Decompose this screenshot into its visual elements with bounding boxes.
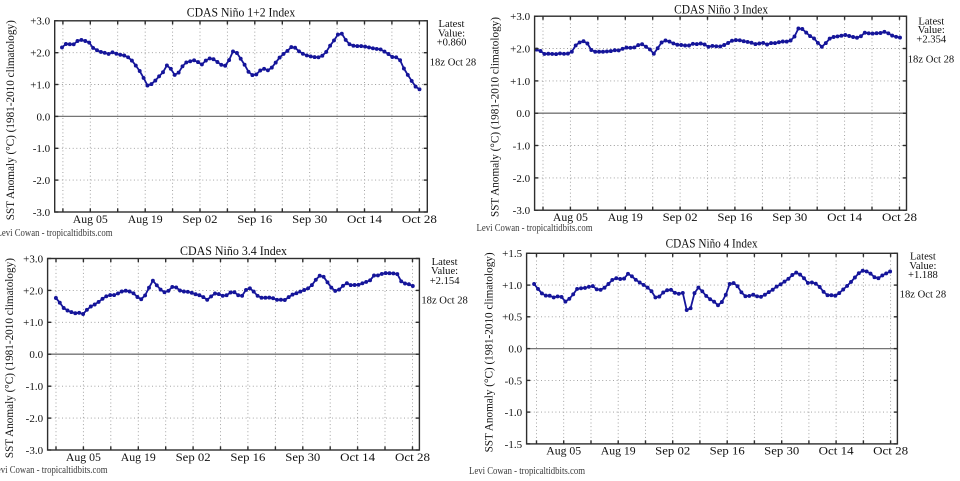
svg-text:Sep 16: Sep 16 bbox=[710, 444, 745, 458]
svg-text:Oct 14: Oct 14 bbox=[827, 210, 862, 224]
svg-text:-1.0: -1.0 bbox=[26, 381, 44, 393]
svg-text:Aug 05: Aug 05 bbox=[66, 450, 101, 464]
svg-text:Levi Cowan - tropicaltidbits.c: Levi Cowan - tropicaltidbits.com bbox=[477, 223, 593, 234]
svg-text:Sep 16: Sep 16 bbox=[237, 212, 272, 226]
svg-text:CDAS Niño 4 Index: CDAS Niño 4 Index bbox=[666, 237, 759, 251]
svg-text:Sep 02: Sep 02 bbox=[663, 210, 698, 224]
svg-text:+0.5: +0.5 bbox=[502, 312, 522, 324]
svg-text:+3.0: +3.0 bbox=[23, 253, 43, 265]
svg-text:Aug 19: Aug 19 bbox=[121, 450, 156, 464]
svg-text:Latest: Latest bbox=[432, 257, 458, 268]
svg-text:Aug 05: Aug 05 bbox=[553, 210, 588, 224]
svg-text:SST Anomaly (°C) (1981-2010 cl: SST Anomaly (°C) (1981-2010 climatology) bbox=[490, 17, 502, 217]
svg-text:18z Oct 28: 18z Oct 28 bbox=[908, 55, 954, 66]
svg-text:0.0: 0.0 bbox=[36, 111, 50, 123]
svg-text:-0.5: -0.5 bbox=[505, 375, 523, 387]
svg-text:Oct 28: Oct 28 bbox=[395, 450, 430, 464]
svg-text:18z Oct 28: 18z Oct 28 bbox=[430, 57, 476, 68]
svg-text:Value:: Value: bbox=[431, 266, 458, 277]
svg-text:Sep 16: Sep 16 bbox=[230, 450, 265, 464]
svg-text:Sep 30: Sep 30 bbox=[292, 212, 327, 226]
svg-text:Sep 30: Sep 30 bbox=[764, 444, 799, 458]
svg-text:-1.5: -1.5 bbox=[505, 439, 523, 451]
svg-text:Sep 30: Sep 30 bbox=[285, 450, 320, 464]
svg-text:+3.0: +3.0 bbox=[510, 11, 530, 23]
svg-text:CDAS Niño 3 Index: CDAS Niño 3 Index bbox=[674, 2, 769, 16]
svg-text:0.0: 0.0 bbox=[508, 344, 522, 356]
svg-text:Value:: Value: bbox=[909, 261, 936, 272]
svg-text:-3.0: -3.0 bbox=[513, 205, 531, 217]
svg-text:Latest: Latest bbox=[439, 19, 465, 30]
svg-text:+2.0: +2.0 bbox=[510, 43, 530, 55]
svg-text:+1.0: +1.0 bbox=[510, 76, 530, 88]
svg-text:Levi Cowan - tropicaltidbits.c: Levi Cowan - tropicaltidbits.com bbox=[0, 465, 108, 476]
svg-text:Value:: Value: bbox=[918, 25, 945, 36]
svg-text:0.0: 0.0 bbox=[29, 349, 43, 361]
svg-text:0.0: 0.0 bbox=[516, 108, 530, 120]
svg-text:Oct 28: Oct 28 bbox=[873, 444, 908, 458]
svg-text:+2.0: +2.0 bbox=[23, 285, 43, 297]
svg-text:+0.860: +0.860 bbox=[437, 38, 467, 49]
svg-text:SST Anomaly (°C) (1981-2010 cl: SST Anomaly (°C) (1981-2010 climatology) bbox=[5, 20, 17, 220]
svg-text:Levi Cowan - tropicaltidbits.c: Levi Cowan - tropicaltidbits.com bbox=[469, 466, 585, 476]
svg-text:18z Oct 28: 18z Oct 28 bbox=[421, 296, 467, 307]
svg-text:+1.188: +1.188 bbox=[908, 270, 938, 281]
svg-text:+2.0: +2.0 bbox=[30, 48, 50, 60]
svg-text:+2.154: +2.154 bbox=[430, 276, 461, 287]
svg-text:+3.0: +3.0 bbox=[30, 16, 50, 28]
svg-text:+1.0: +1.0 bbox=[502, 280, 522, 292]
svg-text:-3.0: -3.0 bbox=[26, 445, 44, 457]
svg-text:CDAS Niño 1+2 Index: CDAS Niño 1+2 Index bbox=[187, 6, 296, 20]
svg-text:Oct 28: Oct 28 bbox=[882, 210, 917, 224]
svg-text:-3.0: -3.0 bbox=[33, 207, 51, 219]
svg-text:+1.5: +1.5 bbox=[502, 248, 522, 260]
svg-text:Sep 16: Sep 16 bbox=[717, 210, 752, 224]
svg-text:Aug 05: Aug 05 bbox=[546, 444, 581, 458]
svg-text:+1.0: +1.0 bbox=[23, 317, 43, 329]
svg-text:18z Oct 28: 18z Oct 28 bbox=[900, 290, 946, 301]
svg-text:Aug 19: Aug 19 bbox=[601, 444, 636, 458]
svg-text:Oct 14: Oct 14 bbox=[347, 212, 382, 226]
svg-text:Oct 14: Oct 14 bbox=[340, 450, 375, 464]
svg-text:Levi Cowan - tropicaltidbits.c: Levi Cowan - tropicaltidbits.com bbox=[0, 228, 113, 239]
svg-text:-1.0: -1.0 bbox=[33, 143, 51, 155]
svg-text:-1.0: -1.0 bbox=[513, 140, 531, 152]
svg-text:Oct 28: Oct 28 bbox=[402, 212, 437, 226]
svg-text:-1.0: -1.0 bbox=[505, 407, 523, 419]
svg-text:SST Anomaly (°C) (1981-2010 cl: SST Anomaly (°C) (1981-2010 climatology) bbox=[484, 252, 496, 452]
svg-text:Value:: Value: bbox=[438, 28, 465, 39]
svg-text:Latest: Latest bbox=[910, 251, 936, 262]
svg-text:Latest: Latest bbox=[918, 17, 944, 28]
svg-text:Sep 02: Sep 02 bbox=[183, 212, 218, 226]
svg-text:-2.0: -2.0 bbox=[33, 175, 51, 187]
svg-text:SST Anomaly (°C) (1981-2010 cl: SST Anomaly (°C) (1981-2010 climatology) bbox=[4, 258, 16, 458]
svg-text:Aug 05: Aug 05 bbox=[73, 212, 108, 226]
svg-text:CDAS Niño 3.4 Index: CDAS Niño 3.4 Index bbox=[180, 244, 288, 258]
svg-text:Sep 02: Sep 02 bbox=[176, 450, 211, 464]
svg-text:Aug 19: Aug 19 bbox=[128, 212, 163, 226]
svg-text:+1.0: +1.0 bbox=[30, 79, 50, 91]
svg-text:+2.354: +2.354 bbox=[916, 35, 947, 46]
svg-text:Sep 02: Sep 02 bbox=[655, 444, 690, 458]
svg-text:Aug 19: Aug 19 bbox=[608, 210, 643, 224]
svg-text:Sep 30: Sep 30 bbox=[772, 210, 807, 224]
svg-text:Oct 14: Oct 14 bbox=[819, 444, 854, 458]
svg-text:-2.0: -2.0 bbox=[513, 173, 531, 185]
svg-text:-2.0: -2.0 bbox=[26, 413, 44, 425]
